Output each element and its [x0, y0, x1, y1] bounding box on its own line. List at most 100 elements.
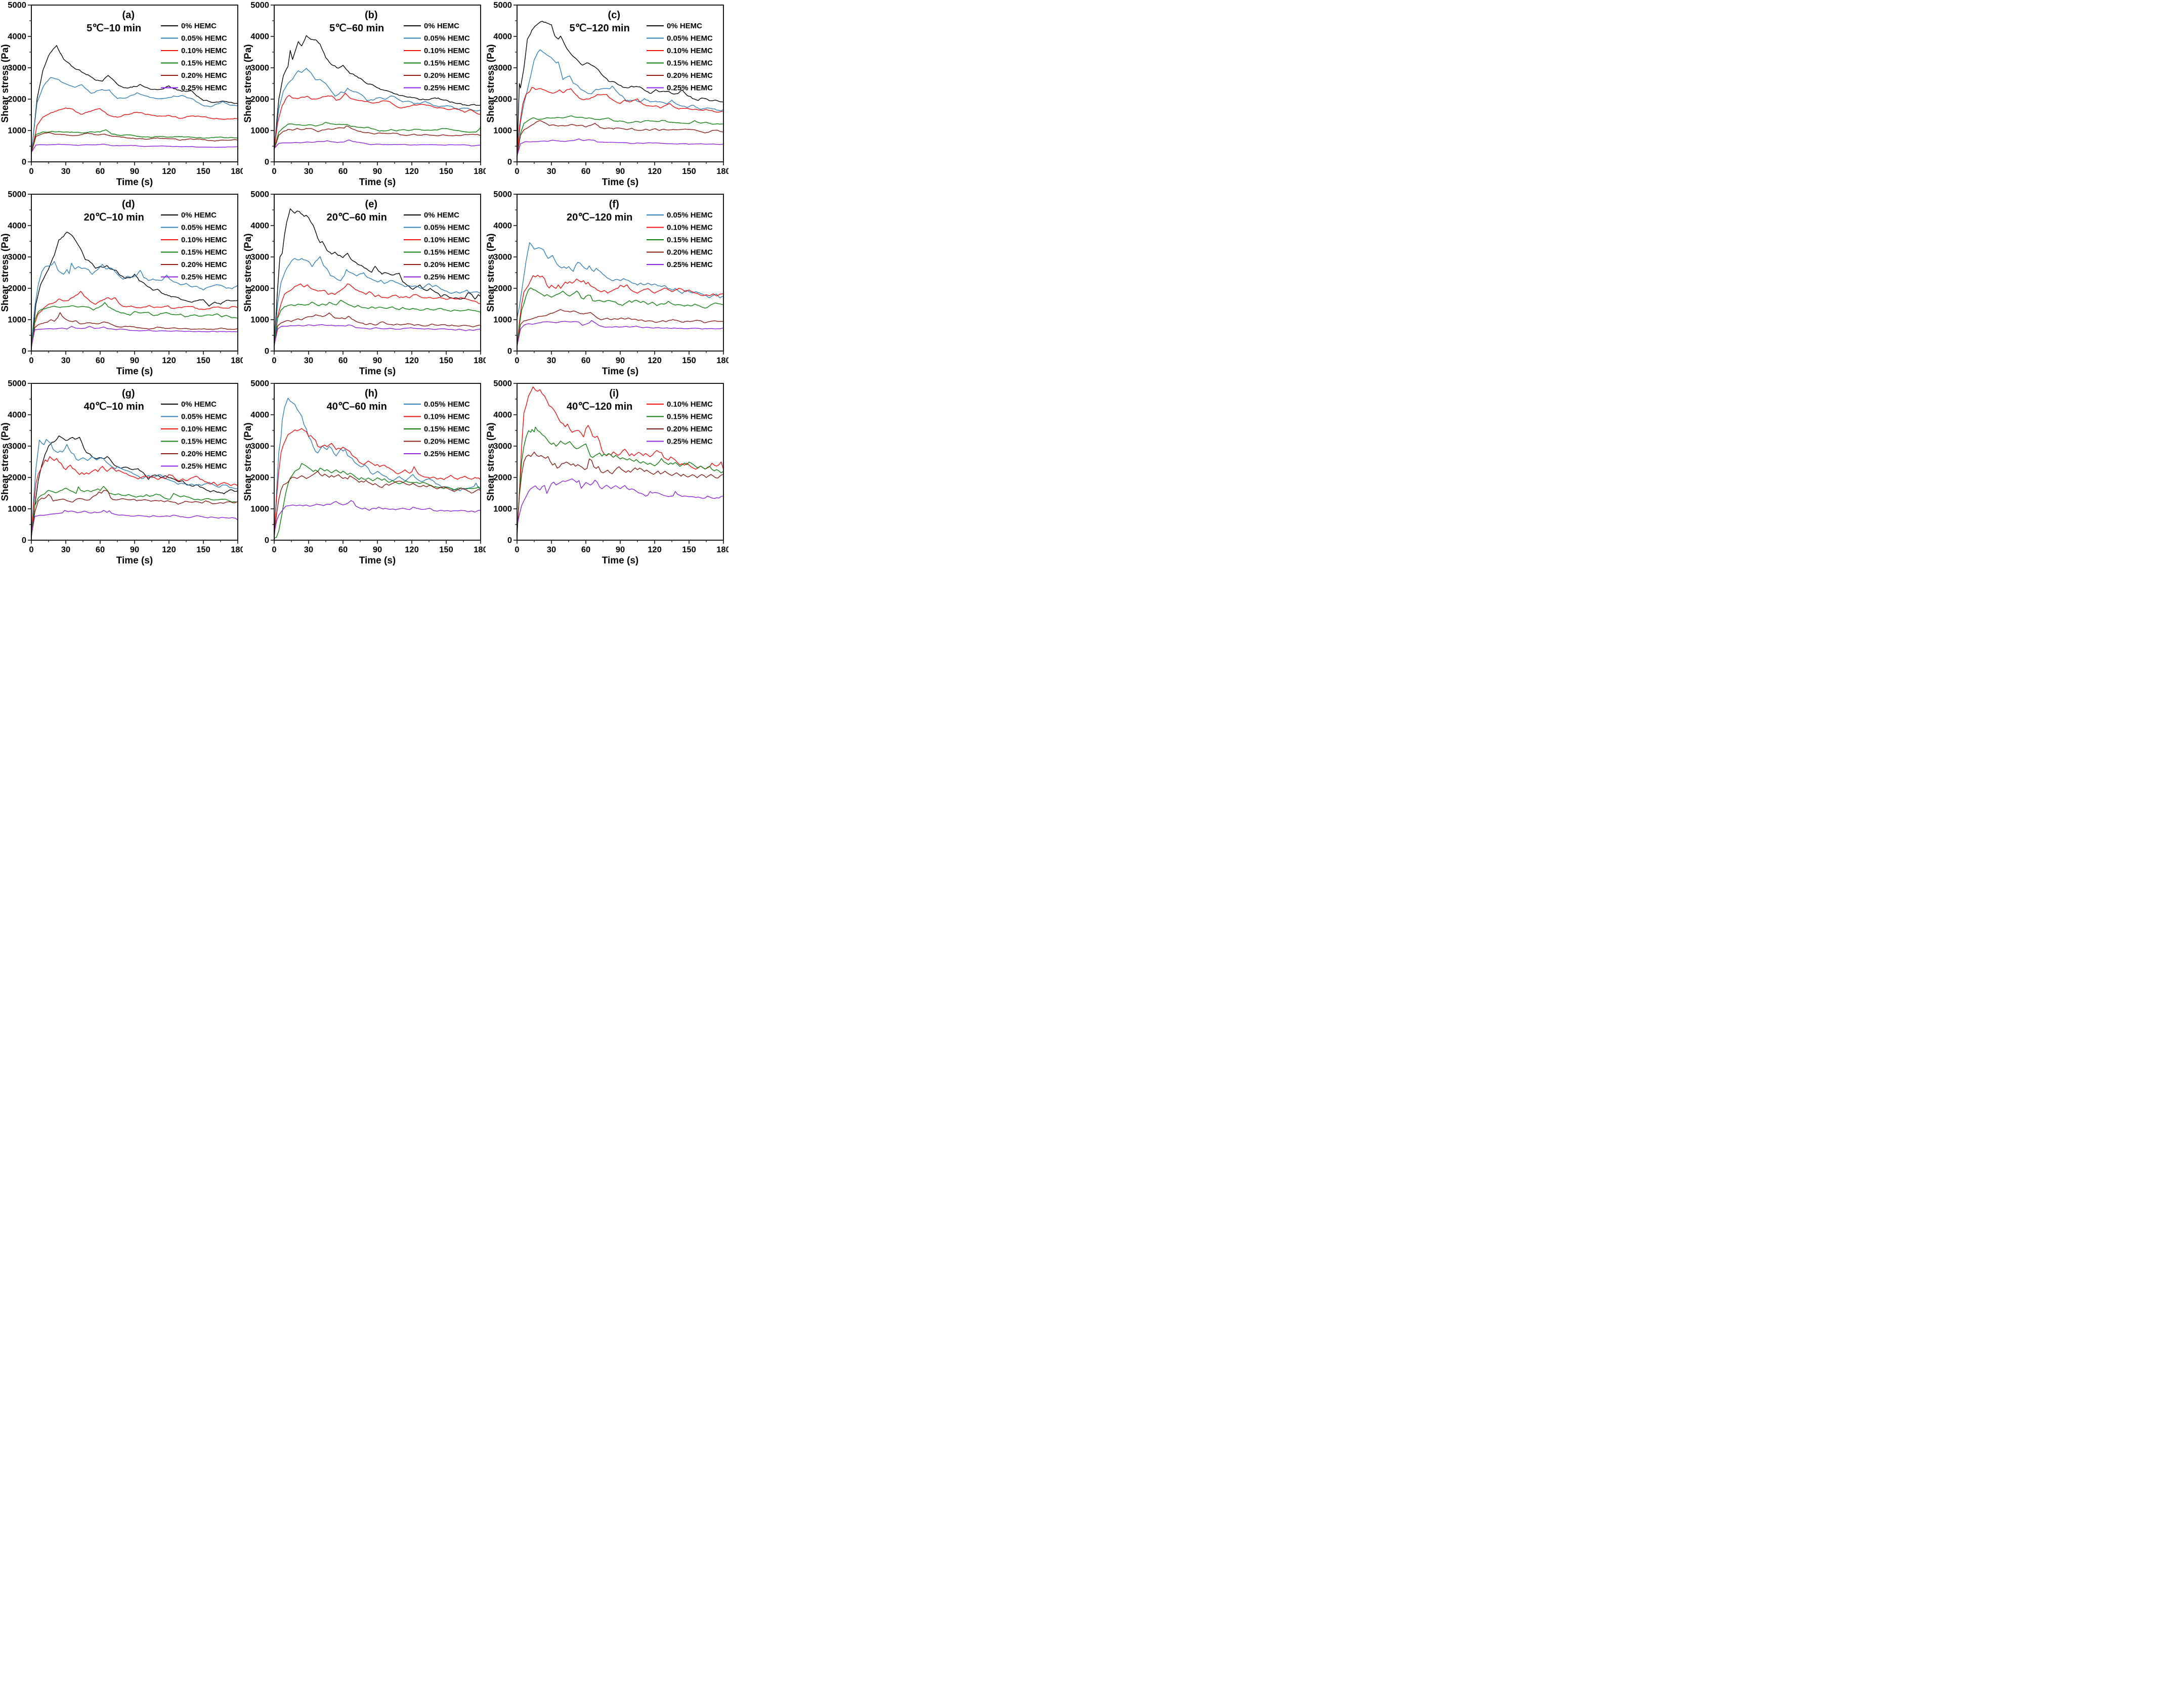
legend-item: 0% HEMC — [161, 400, 217, 409]
y-tick-label: 2000 — [493, 284, 512, 293]
legend-item: 0.20% HEMC — [404, 260, 470, 269]
x-tick-label: 30 — [304, 167, 313, 176]
legend-item: 0.15% HEMC — [161, 59, 227, 68]
x-tick-label: 150 — [439, 167, 453, 176]
x-tick-label: 0 — [29, 167, 33, 176]
y-tick-label: 1000 — [493, 126, 512, 136]
series-line-0-hemc — [274, 35, 481, 150]
x-tick-label: 30 — [547, 356, 556, 365]
panel-label: (f) — [609, 199, 619, 210]
legend-label: 0.20% HEMC — [667, 71, 713, 80]
legend-label: 0.05% HEMC — [181, 413, 227, 421]
legend-item: 0.25% HEMC — [404, 450, 470, 458]
legend-label: 0% HEMC — [181, 400, 217, 409]
y-axis-title: Shear stress (Pa) — [243, 44, 253, 122]
plot-frame — [31, 194, 238, 352]
chart-canvas-h: 0 30 60 90 120 150 180 0 1000 2000 3000 4000 5000 Tim… — [243, 379, 486, 566]
plot-frame — [517, 5, 724, 162]
x-tick-label: 60 — [338, 545, 348, 554]
series-line-0-05-hemc — [31, 77, 238, 153]
x-tick-label: 0 — [272, 167, 276, 176]
y-tick-label: 4000 — [250, 32, 269, 41]
x-tick-label: 60 — [96, 356, 105, 365]
legend-label: 0.05% HEMC — [424, 34, 470, 43]
legend-label: 0.20% HEMC — [667, 425, 713, 433]
series-line-0-20-hemc — [274, 471, 481, 537]
series-line-0-10-hemc — [31, 107, 238, 153]
y-tick-label: 2000 — [250, 284, 269, 293]
chart-canvas-b: 0 30 60 90 120 150 180 0 1000 2000 3000 4000 5000 Tim… — [243, 1, 486, 188]
y-tick-label: 3000 — [8, 64, 26, 73]
x-tick-label: 30 — [61, 167, 70, 176]
legend-item: 0.05% HEMC — [404, 34, 470, 43]
y-tick-label: 4000 — [493, 411, 512, 420]
legend-label: 0.10% HEMC — [181, 47, 227, 55]
chart-panel-b: 0 30 60 90 120 150 180 0 1000 2000 3000 4000 5000 Tim… — [243, 0, 486, 189]
legend-item: 0.05% HEMC — [404, 224, 470, 232]
legend-label: 0% HEMC — [181, 211, 217, 220]
series-line-0-25-hemc — [31, 326, 238, 346]
legend-label: 0% HEMC — [424, 211, 459, 220]
x-tick-label: 30 — [304, 545, 313, 554]
x-tick-label: 0 — [272, 545, 276, 554]
legend-item: 0.05% HEMC — [647, 34, 713, 43]
legend-label: 0.15% HEMC — [181, 438, 227, 446]
series-line-0-15-hemc — [31, 302, 238, 346]
legend-item: 0.15% HEMC — [647, 413, 713, 421]
legend-label: 0.25% HEMC — [667, 84, 713, 93]
legend-item: 0% HEMC — [161, 22, 217, 30]
legend-label: 0.15% HEMC — [181, 248, 227, 257]
condition-label: 5℃–60 min — [329, 23, 384, 34]
legend-item: 0.20% HEMC — [647, 425, 713, 433]
y-tick-label: 4000 — [493, 222, 512, 231]
y-tick-label: 2000 — [493, 473, 512, 483]
y-tick-label: 1000 — [493, 505, 512, 514]
y-axis-title: Shear stress (Pa) — [486, 44, 496, 122]
chart-panel-a: 0 30 60 90 120 150 180 0 1000 2000 3000 4000 5000 Tim… — [0, 0, 243, 189]
x-tick-label: 180 — [716, 545, 729, 554]
x-tick-label: 180 — [716, 356, 729, 365]
series-line-0-15-hemc — [274, 121, 481, 149]
series-line-0-10-hemc — [31, 456, 238, 537]
legend-item: 0.20% HEMC — [161, 71, 227, 80]
legend-item: 0.15% HEMC — [647, 59, 713, 68]
series-line-0-hemc — [31, 45, 238, 154]
y-tick-label: 1000 — [250, 316, 269, 325]
x-tick-label: 90 — [373, 167, 382, 176]
series-line-0-10-hemc — [274, 283, 481, 346]
condition-label: 5℃–10 min — [87, 23, 141, 34]
x-tick-label: 120 — [405, 545, 419, 554]
series-line-0-20-hemc — [517, 120, 724, 157]
x-axis-title: Time (s) — [359, 366, 396, 377]
y-tick-label: 2000 — [8, 473, 26, 483]
y-tick-label: 4000 — [493, 32, 512, 41]
legend-item: 0.25% HEMC — [647, 438, 713, 446]
x-tick-label: 120 — [405, 167, 419, 176]
x-tick-label: 150 — [196, 545, 210, 554]
legend-item: 0.05% HEMC — [404, 400, 470, 409]
x-tick-label: 60 — [338, 167, 348, 176]
x-tick-label: 150 — [682, 545, 696, 554]
series-line-0-15-hemc — [274, 299, 481, 345]
series-line-0-20-hemc — [517, 452, 724, 537]
y-axis-title: Shear stress (Pa) — [0, 422, 11, 501]
legend-label: 0% HEMC — [181, 22, 217, 30]
legend-label: 0% HEMC — [667, 22, 702, 30]
x-tick-label: 180 — [231, 167, 243, 176]
plot-frame — [274, 194, 481, 352]
plot-frame — [274, 5, 481, 162]
y-tick-label: 1000 — [8, 126, 26, 136]
panel-label: (b) — [365, 10, 378, 21]
condition-label: 20℃–120 min — [567, 212, 632, 223]
legend-label: 0.25% HEMC — [181, 273, 227, 282]
legend-label: 0.25% HEMC — [424, 273, 470, 282]
series-line-0-10-hemc — [517, 87, 724, 157]
y-tick-label: 5000 — [8, 190, 26, 199]
y-tick-label: 2000 — [8, 284, 26, 293]
x-tick-label: 30 — [547, 167, 556, 176]
legend-item: 0.10% HEMC — [161, 47, 227, 55]
y-tick-label: 5000 — [250, 190, 269, 199]
x-tick-label: 180 — [474, 167, 486, 176]
legend-label: 0.10% HEMC — [667, 224, 713, 232]
series-line-0-15-hemc — [31, 486, 238, 536]
